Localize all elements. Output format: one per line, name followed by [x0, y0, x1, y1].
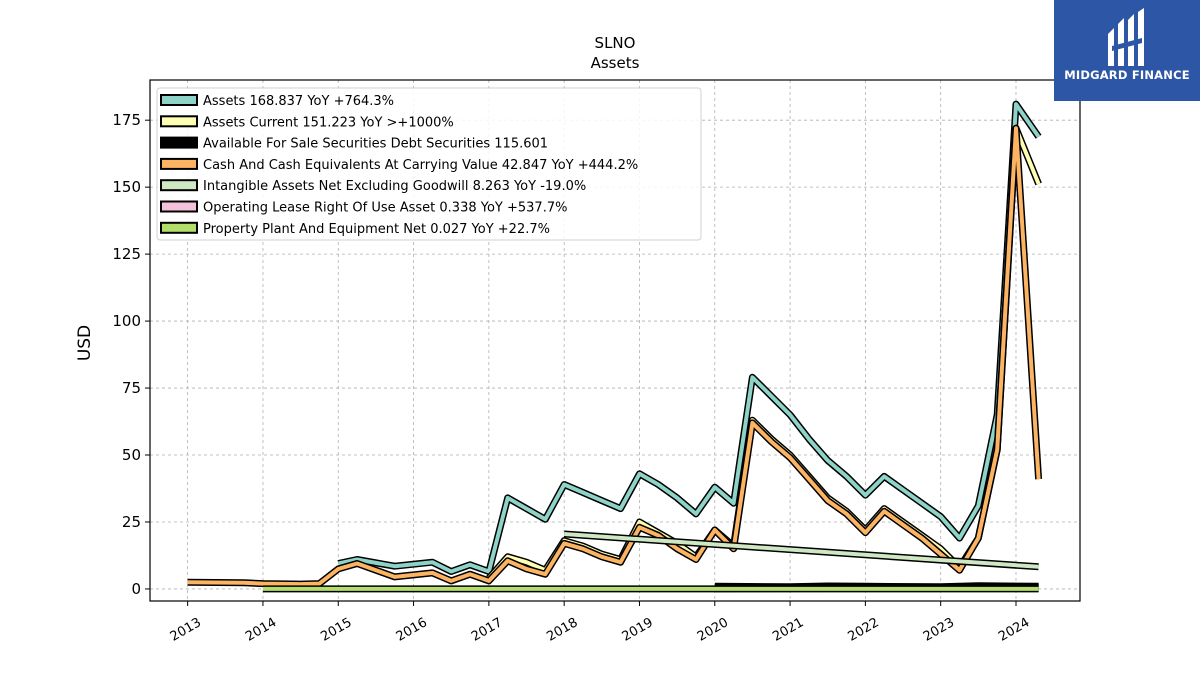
x-tick-label: 2014 [243, 615, 279, 645]
legend: Assets 168.837 YoY +764.3% Assets Current… [156, 87, 702, 241]
legend-item: Assets 168.837 YoY +764.3% [160, 94, 394, 109]
series-line [187, 126, 1041, 587]
y-tick-label: 50 [122, 446, 141, 464]
legend-swatch [160, 200, 198, 213]
series-cash-and-cash-equivalents-at-carrying-value [187, 124, 1043, 588]
series-line [564, 532, 1039, 569]
y-tick-label: 175 [112, 111, 141, 129]
series-assets [337, 100, 1042, 575]
x-tick-label: 2022 [846, 615, 882, 645]
x-tick-label: 2016 [394, 615, 430, 645]
grid [150, 80, 1080, 601]
series-intangible-assets-net-excluding-goodwill [563, 530, 1039, 571]
legend-swatch [160, 179, 198, 192]
x-tick-label: 2015 [318, 615, 354, 645]
legend-swatch [160, 115, 198, 128]
legend-label: Assets 168.837 YoY +764.3% [203, 94, 394, 109]
x-tick-label: 2021 [770, 615, 806, 645]
y-tick-label: 125 [112, 245, 141, 263]
legend-item: Assets Current 151.223 YoY >+1000% [160, 115, 454, 130]
chart-subtitle: Assets [591, 54, 640, 72]
legend-label: Operating Lease Right Of Use Asset 0.338… [203, 201, 567, 216]
legend-item: Available For Sale Securities Debt Secur… [160, 136, 548, 152]
legend-label: Available For Sale Securities Debt Secur… [203, 137, 548, 152]
chart-title: SLNO [595, 34, 636, 52]
legend-box [156, 87, 702, 241]
legend-swatch [160, 136, 198, 149]
x-tick-label: 2019 [620, 615, 656, 645]
plot-frame [149, 79, 1081, 602]
y-axis-label: USD [75, 325, 95, 361]
y-tick-label: 150 [112, 178, 141, 196]
midgard-logo-icon [1108, 8, 1144, 66]
x-tick-label: 2013 [168, 615, 204, 645]
legend-swatch [160, 94, 198, 106]
x-tick-label: 2017 [469, 615, 505, 645]
legend-label: Intangible Assets Net Excluding Goodwill… [203, 179, 586, 194]
series-layer [187, 100, 1043, 593]
y-tick-label: 100 [112, 312, 141, 330]
legend-item: Cash And Cash Equivalents At Carrying Va… [160, 157, 638, 173]
legend-label: Assets Current 151.223 YoY >+1000% [203, 115, 454, 130]
y-tick-label: 75 [122, 379, 141, 397]
x-tick-label: 2024 [996, 615, 1032, 645]
y-tick-label: 25 [122, 513, 141, 531]
series-line [337, 102, 1041, 574]
legend-item: Intangible Assets Net Excluding Goodwill… [160, 179, 586, 194]
x-tick-label: 2020 [695, 615, 731, 645]
legend-swatch [160, 157, 198, 170]
brand-logo: MIDGARD FINANCE [1054, 0, 1200, 101]
legend-item: Property Plant And Equipment Net 0.027 Y… [160, 221, 550, 237]
legend-label: Property Plant And Equipment Net 0.027 Y… [203, 222, 550, 237]
y-tick-label: 0 [131, 580, 141, 598]
legend-item: Operating Lease Right Of Use Asset 0.338… [160, 200, 567, 216]
x-tick-label: 2023 [921, 615, 957, 645]
brand-name: MIDGARD FINANCE [1064, 68, 1190, 82]
legend-swatch [160, 221, 198, 234]
x-tick-label: 2018 [544, 615, 580, 645]
legend-label: Cash And Cash Equivalents At Carrying Va… [203, 158, 638, 173]
